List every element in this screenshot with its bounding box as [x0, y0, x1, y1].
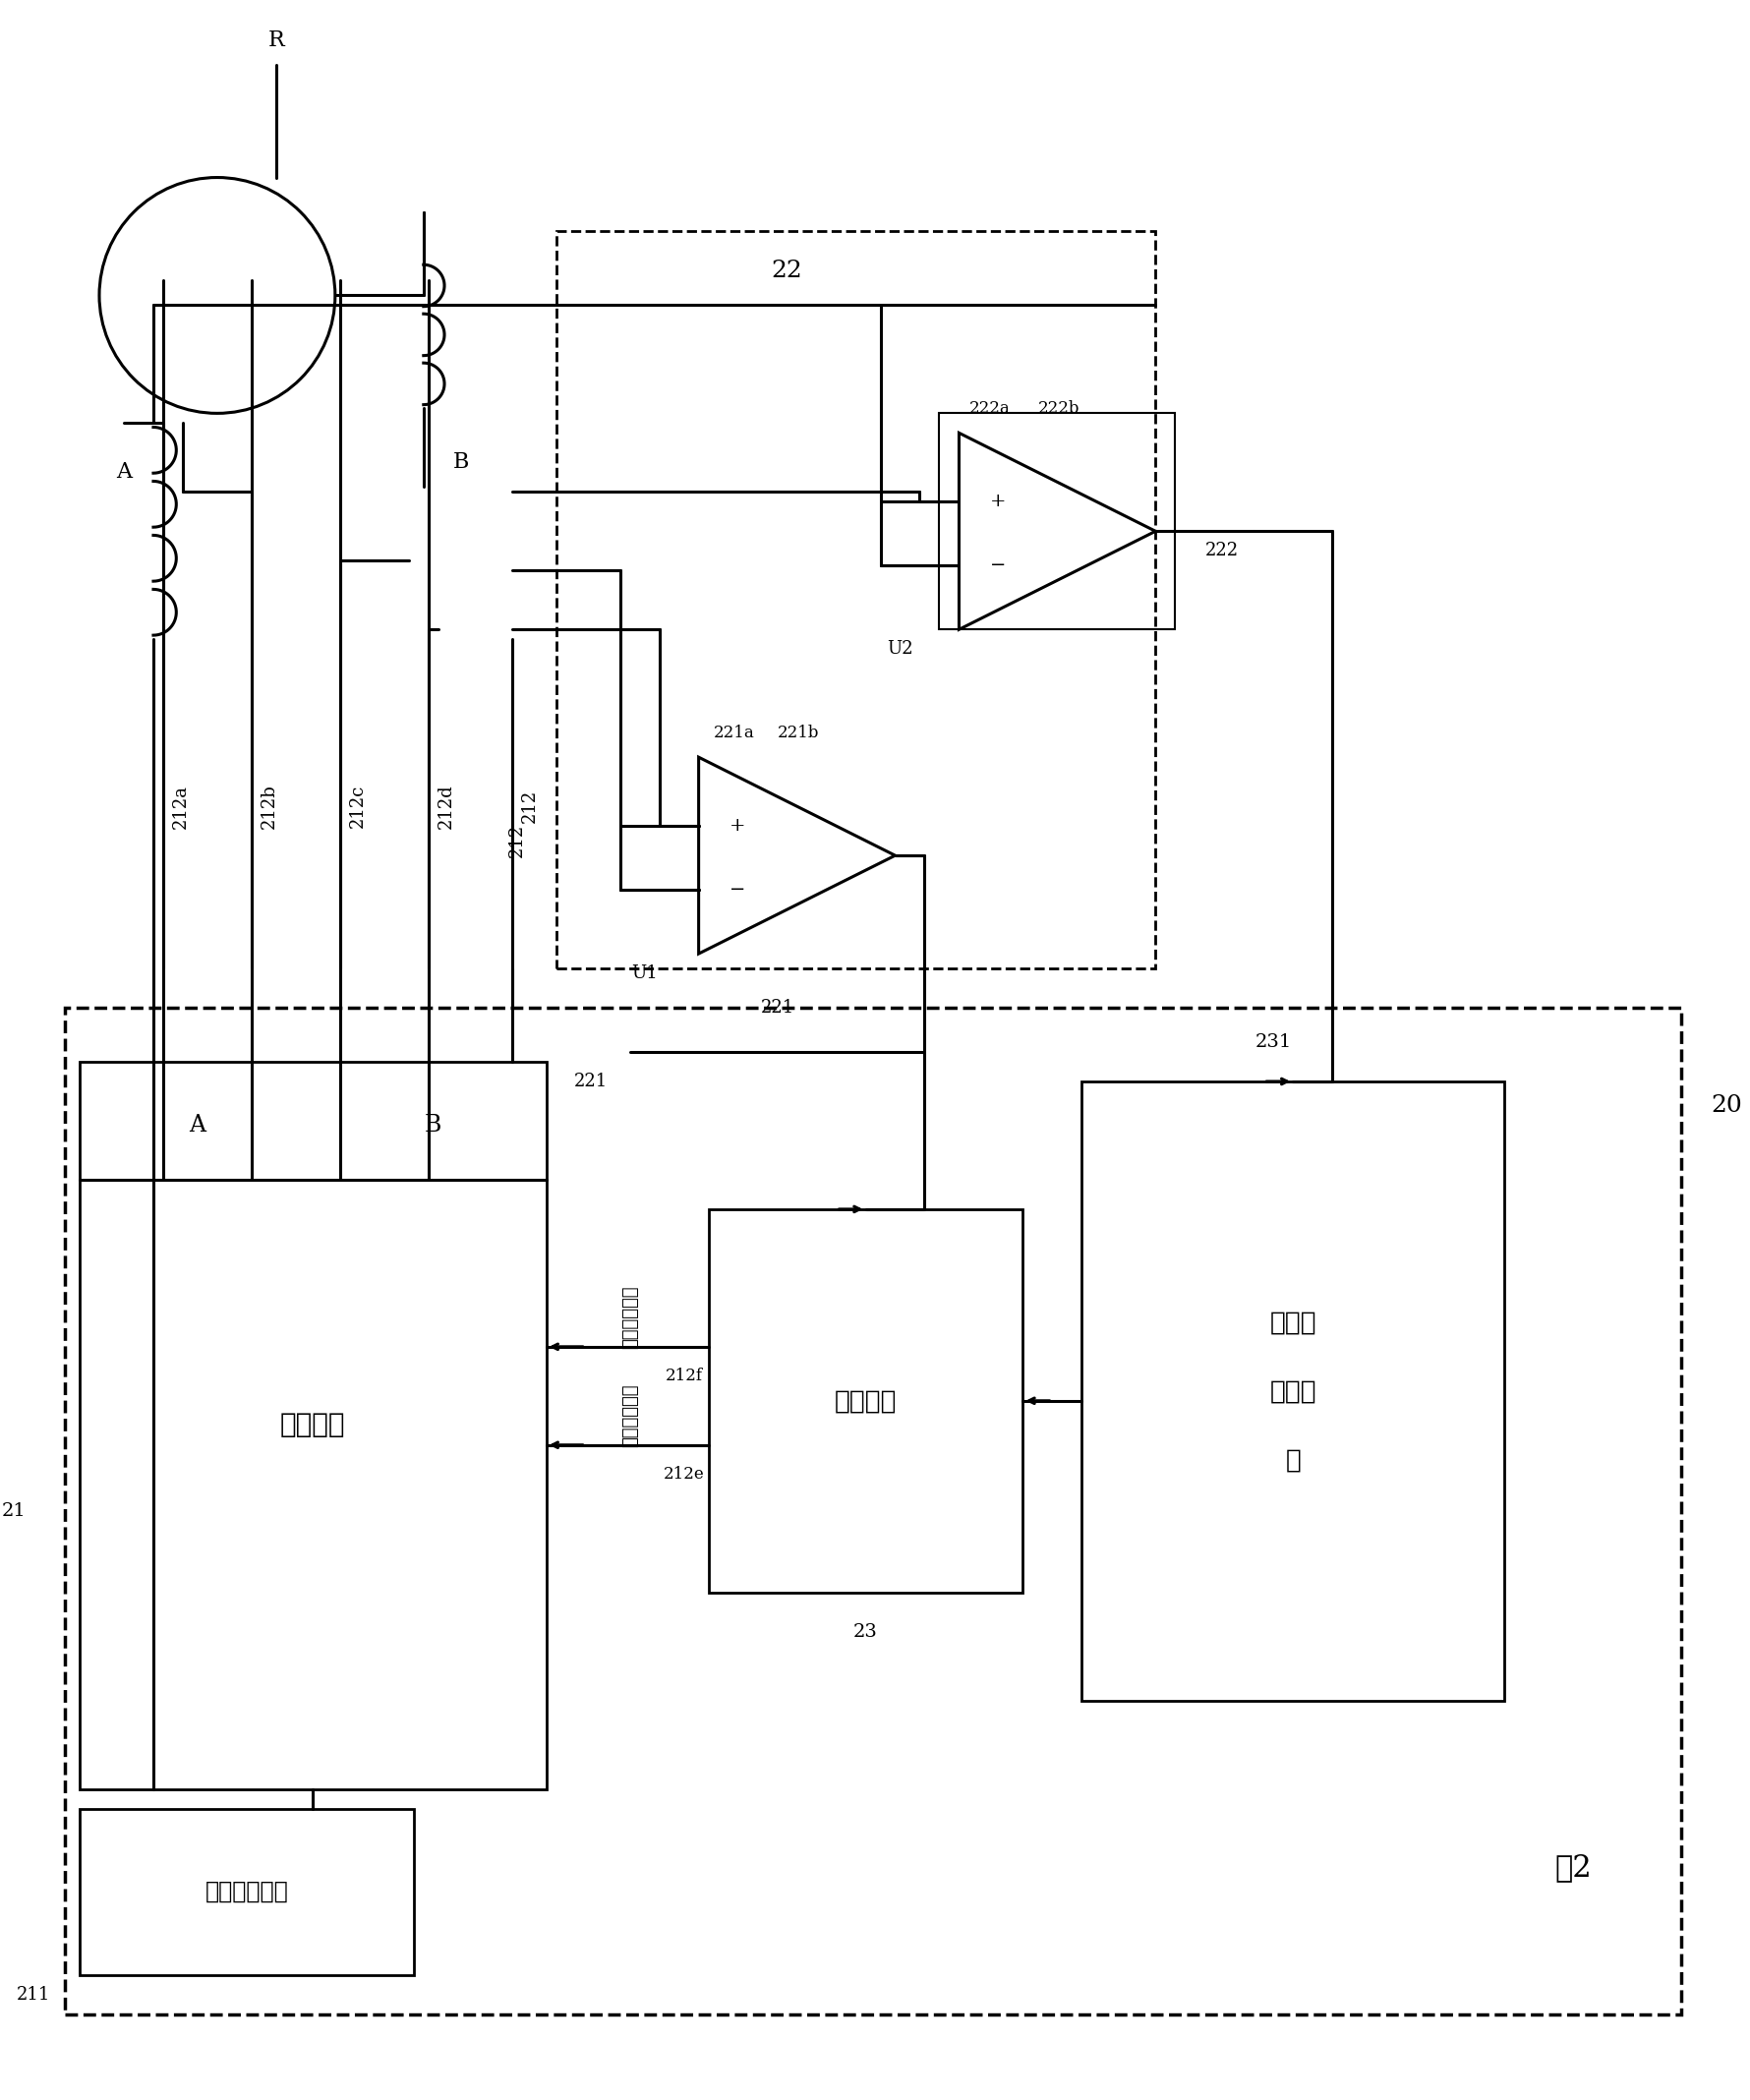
Text: +: + [990, 493, 1006, 510]
Text: R: R [268, 29, 284, 50]
Text: 20: 20 [1710, 1094, 1741, 1117]
Text: 231: 231 [1255, 1033, 1292, 1050]
Text: 第二连续时脉: 第二连续时脉 [621, 1285, 639, 1348]
Text: 212b: 212b [261, 783, 278, 830]
Text: 222: 222 [1204, 542, 1237, 561]
Text: A: A [116, 462, 131, 483]
Text: 212c: 212c [348, 785, 366, 827]
Text: 第一连续时脉: 第一连续时脉 [621, 1384, 639, 1447]
Text: 控制模块: 控制模块 [835, 1388, 896, 1413]
Text: 221a: 221a [712, 724, 754, 741]
Text: 221b: 221b [777, 724, 819, 741]
Text: B: B [425, 1115, 441, 1136]
Text: 212: 212 [507, 823, 525, 857]
Bar [709, 1210, 1022, 1592]
Text: 器: 器 [1284, 1447, 1300, 1472]
Text: U1: U1 [632, 964, 658, 983]
Text: 23: 23 [852, 1623, 877, 1640]
Bar [65, 1008, 1680, 2014]
Text: −: − [990, 556, 1006, 575]
Text: 211: 211 [16, 1987, 51, 2003]
Bar [938, 414, 1174, 630]
Text: 212a: 212a [172, 783, 189, 827]
Bar [1082, 1082, 1503, 1701]
Text: A: A [189, 1115, 206, 1136]
Text: 212: 212 [520, 790, 539, 823]
Text: −: − [730, 882, 745, 899]
Text: 221: 221 [574, 1073, 607, 1090]
Bar [79, 1063, 546, 1789]
Text: 222a: 222a [968, 399, 1010, 416]
Text: 驱动单元: 驱动单元 [280, 1411, 345, 1438]
Text: 字转换: 字转换 [1269, 1380, 1316, 1403]
Text: 21: 21 [2, 1502, 26, 1520]
Text: 212f: 212f [665, 1367, 702, 1384]
Text: 222b: 222b [1038, 399, 1078, 416]
Text: 模拟数: 模拟数 [1269, 1310, 1316, 1334]
Text: 图2: 图2 [1554, 1852, 1591, 1884]
Text: B: B [453, 452, 469, 472]
Text: 22: 22 [772, 260, 802, 281]
Text: 212e: 212e [663, 1466, 704, 1483]
Text: 221: 221 [760, 1000, 794, 1016]
Bar [556, 231, 1155, 968]
Text: +: + [730, 817, 745, 836]
Text: 时脉产生单元: 时脉产生单元 [205, 1882, 289, 1903]
Text: U2: U2 [887, 640, 914, 657]
Bar [79, 1808, 413, 1976]
Text: 212d: 212d [438, 783, 455, 830]
